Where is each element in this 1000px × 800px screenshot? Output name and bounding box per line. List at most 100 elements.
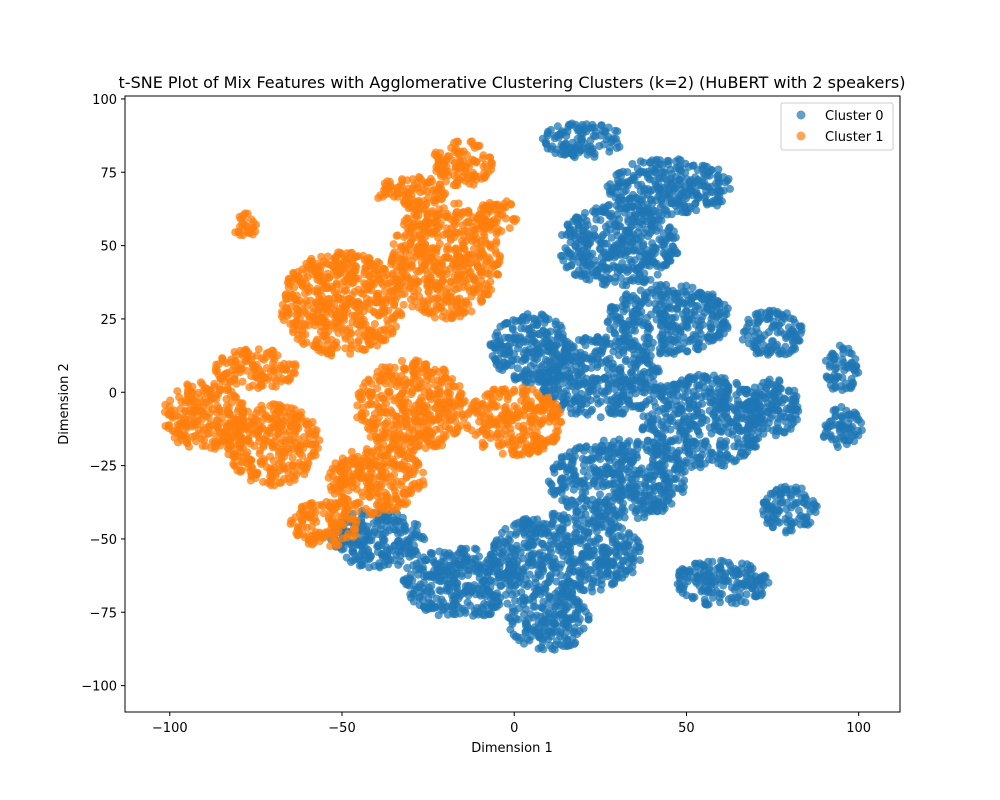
scatter-point	[781, 417, 790, 426]
scatter-point	[637, 198, 646, 207]
scatter-point	[666, 348, 675, 357]
scatter-point	[763, 377, 772, 386]
scatter-point	[672, 474, 681, 483]
scatter-point	[563, 636, 572, 645]
scatter-point	[486, 583, 495, 592]
scatter-point	[659, 502, 668, 511]
scatter-point	[530, 329, 539, 338]
scatter-point	[610, 306, 619, 314]
scatter-point	[700, 389, 709, 398]
scatter-point	[637, 470, 646, 479]
scatter-point	[559, 579, 568, 588]
scatter-point	[623, 168, 632, 177]
scatter-point	[671, 313, 680, 322]
scatter-point	[599, 230, 608, 239]
scatter-point	[713, 196, 722, 205]
scatter-point	[633, 514, 642, 523]
scatter-point	[410, 541, 418, 550]
scatter-point	[659, 336, 668, 345]
scatter-point	[551, 610, 560, 619]
scatter-point	[706, 319, 715, 328]
scatter-point	[663, 253, 672, 262]
scatter-point	[612, 571, 621, 580]
scatter-point	[751, 577, 759, 586]
scatter-point	[697, 409, 706, 417]
scatter-point	[428, 572, 437, 581]
scatter-point	[661, 168, 669, 177]
scatter-point	[508, 619, 517, 628]
scatter-point	[596, 413, 605, 422]
scatter-point	[617, 172, 625, 181]
scatter-point	[840, 435, 849, 444]
scatter-point	[690, 307, 699, 316]
scatter-point	[426, 604, 435, 613]
scatter-point	[415, 564, 423, 573]
scatter-point	[606, 325, 615, 333]
scatter-point	[539, 604, 548, 613]
scatter-point	[610, 486, 619, 495]
scatter-point	[649, 458, 658, 467]
scatter-point	[721, 569, 730, 578]
scatter-point	[474, 610, 483, 619]
scatter-point	[656, 391, 664, 400]
scatter-point	[653, 270, 662, 279]
scatter-point	[576, 249, 585, 258]
scatter-point	[544, 370, 553, 379]
scatter-point	[213, 408, 222, 417]
scatter-point	[678, 310, 687, 319]
scatter-point	[191, 431, 200, 440]
scatter-point	[591, 443, 600, 451]
scatter-point	[637, 211, 646, 220]
scatter-point	[778, 498, 787, 507]
scatter-point	[570, 472, 579, 481]
scatter-point	[674, 180, 682, 189]
scatter-point	[774, 310, 783, 319]
scatter-point	[451, 610, 460, 619]
scatter-point	[766, 489, 775, 498]
scatter-point	[721, 443, 730, 452]
scatter-point	[584, 262, 593, 270]
scatter-point	[838, 355, 847, 364]
scatter-point	[779, 428, 788, 437]
scatter-point	[614, 246, 623, 255]
scatter-point	[579, 231, 587, 240]
scatter-point	[498, 366, 507, 374]
scatter-point	[637, 232, 646, 241]
scatter-point	[837, 403, 846, 411]
scatter-point	[622, 204, 631, 213]
scatter-point	[183, 380, 192, 389]
scatter-point	[520, 354, 529, 363]
scatter-point	[463, 598, 472, 607]
scatter-point	[654, 183, 663, 192]
scatter-point	[442, 584, 451, 592]
scatter-point	[748, 437, 757, 446]
scatter-point	[700, 578, 709, 586]
scatter-point	[600, 280, 609, 289]
scatter-point	[679, 193, 688, 202]
scatter-point	[699, 177, 708, 186]
scatter-point	[590, 152, 599, 161]
scatter-point	[450, 574, 459, 582]
scatter-point	[665, 231, 674, 240]
scatter-point	[640, 367, 649, 376]
scatter-point	[652, 168, 661, 177]
scatter-point	[682, 290, 691, 299]
scatter-point	[619, 391, 628, 400]
scatter-point	[479, 583, 488, 592]
scatter-point	[519, 521, 528, 530]
scatter-point	[549, 464, 558, 472]
scatter-point	[561, 605, 570, 614]
scatter-point	[681, 182, 689, 191]
scatter-point	[543, 578, 552, 587]
scatter-point	[594, 236, 603, 245]
scatter-point	[174, 427, 183, 435]
scatter-point	[676, 201, 685, 209]
scatter-point	[703, 374, 712, 383]
scatter-point	[828, 421, 836, 430]
scatter-point	[224, 385, 233, 394]
scatter-point	[662, 280, 671, 289]
scatter-point	[420, 535, 429, 544]
scatter-point	[496, 339, 504, 348]
scatter-point	[668, 455, 677, 464]
scatter-point	[570, 153, 579, 162]
